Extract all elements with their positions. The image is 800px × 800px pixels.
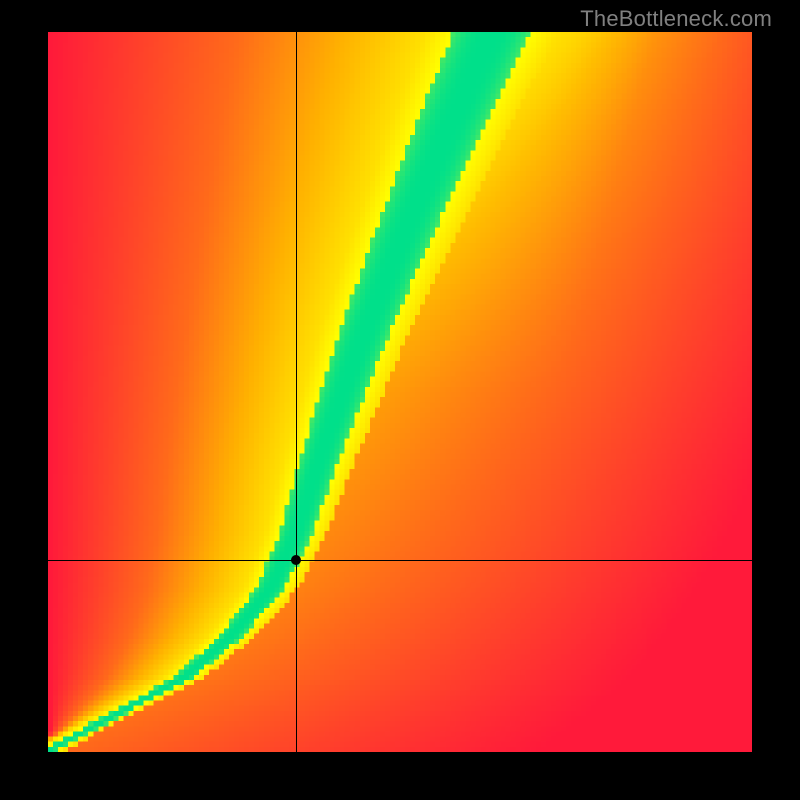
crosshair-vertical — [296, 32, 297, 752]
heatmap-plot — [48, 32, 752, 752]
watermark-text: TheBottleneck.com — [580, 6, 772, 32]
heatmap-canvas — [48, 32, 752, 752]
crosshair-marker-dot — [291, 555, 301, 565]
crosshair-horizontal — [48, 560, 752, 561]
